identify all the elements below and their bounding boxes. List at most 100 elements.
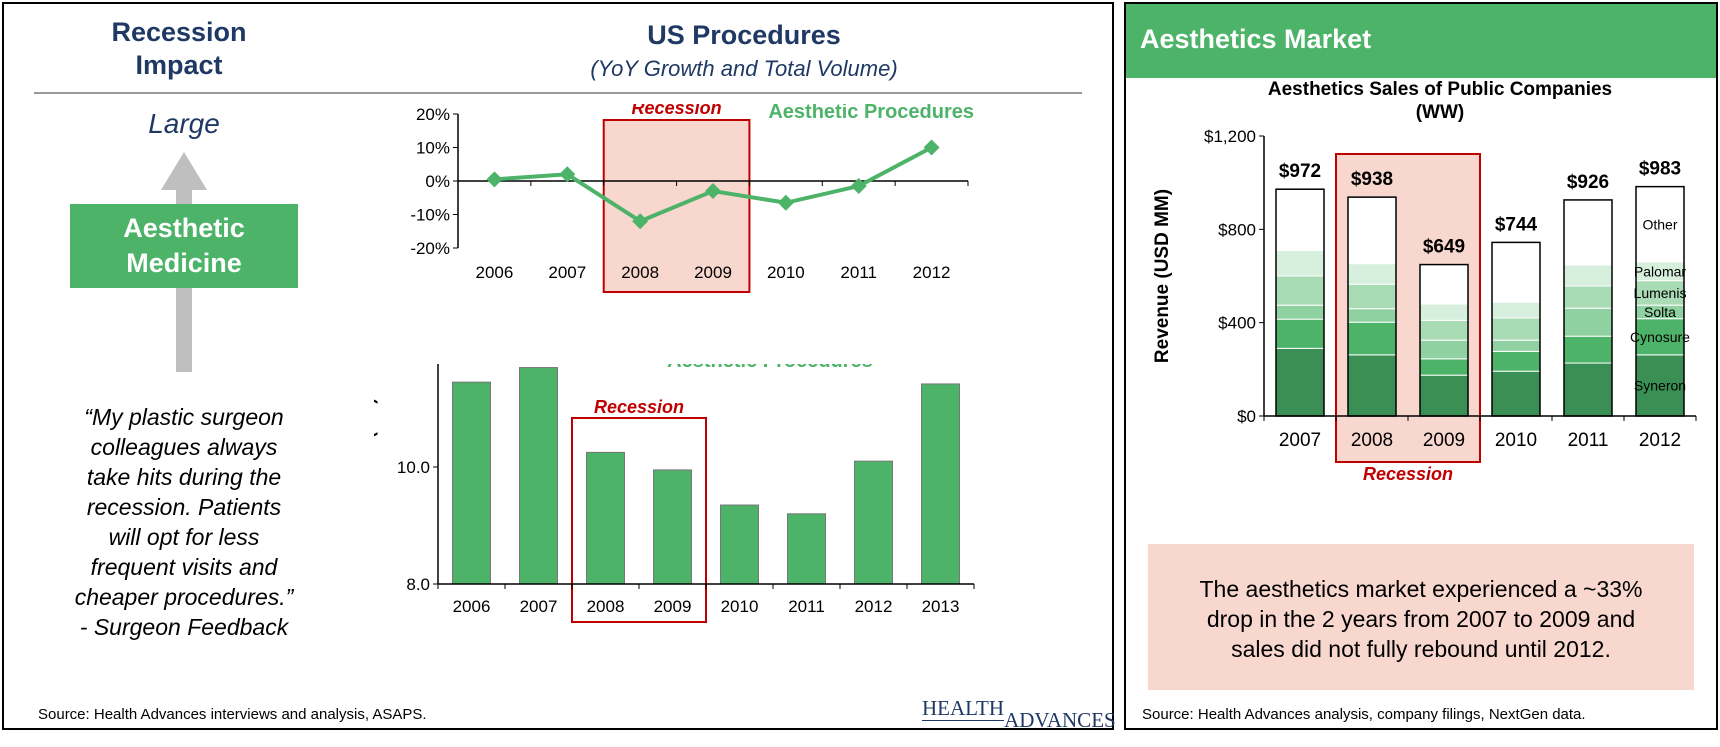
right-source: Source: Health Advances analysis, compan… — [1142, 706, 1586, 723]
data-point — [705, 183, 721, 200]
bar — [586, 451, 625, 585]
stack-segment — [1491, 241, 1541, 303]
stack-segment — [1563, 285, 1613, 309]
impact-level: Large — [148, 108, 220, 139]
bar — [921, 383, 960, 585]
stack-segment — [1491, 370, 1541, 417]
data-point — [777, 194, 794, 211]
callout-box: The aesthetics market experienced a ~33%… — [1148, 544, 1694, 690]
stack-segment — [1491, 301, 1541, 319]
x-tick-label: 2006 — [453, 597, 491, 616]
callout-line3: sales did not fully rebound until 2012. — [1231, 636, 1611, 662]
y-tick-label: -10% — [410, 206, 450, 225]
quote-line: recession. Patients — [86, 494, 282, 520]
x-tick-label: 2008 — [621, 263, 659, 282]
legend-label: Syneron — [1634, 377, 1686, 393]
x-tick-label: 2011 — [1568, 430, 1609, 451]
stack-segment — [1563, 335, 1613, 364]
stack-segment — [1419, 319, 1469, 341]
recession-label: Recession — [632, 104, 722, 118]
bar — [653, 469, 692, 585]
legend-label: Solta — [1644, 304, 1676, 320]
y-tick-label: -20% — [410, 239, 450, 258]
quote-line: colleagues always — [90, 434, 278, 460]
data-point — [559, 166, 576, 183]
stack-segment — [1635, 186, 1685, 263]
x-tick-label: 2007 — [548, 263, 586, 282]
y-tick-label: 10% — [416, 139, 450, 158]
y-axis-label: Procedures (MM) — [374, 398, 378, 536]
x-tick-label: 2009 — [1423, 430, 1465, 451]
title-divider — [34, 92, 1082, 94]
y-tick-label: 20% — [416, 105, 450, 124]
stack-segment — [1275, 304, 1325, 320]
total-label: $649 — [1423, 237, 1465, 258]
yoy-growth-chart: Recession 20% 10% 0% -10% -20% 2006 2007 2008 200… — [410, 104, 974, 293]
x-tick-label: 2006 — [476, 263, 514, 282]
surgeon-quote: “My plastic surgeon colleagues always take… — [44, 402, 324, 642]
left-panel: Recession Impact US Procedures (YoY Grow… — [2, 2, 1116, 732]
recession-label: Recession — [594, 397, 684, 417]
quote-line: cheaper procedures.” — [74, 584, 294, 610]
y-tick-label: $1,200 — [1204, 127, 1256, 146]
stack-segment — [1491, 317, 1541, 341]
legend-label: Palomar — [1634, 263, 1686, 279]
x-tick-label: 2010 — [1495, 430, 1537, 451]
x-tick-label: 2013 — [922, 597, 960, 616]
total-label: $926 — [1567, 172, 1609, 193]
chart-title-line: Aesthetics Sales of Public Companies — [1268, 79, 1612, 100]
stack-segment — [1491, 350, 1541, 372]
series-label: Aesthetic Procedures — [667, 364, 873, 372]
aesthetic-medicine-box: Aesthetic Medicine — [70, 204, 298, 288]
x-tick-label: 2012 — [913, 263, 951, 282]
x-tick-label: 2008 — [587, 597, 625, 616]
quote-line: - Surgeon Feedback — [79, 614, 289, 640]
stack-segment — [1347, 196, 1397, 265]
total-label: $972 — [1279, 161, 1321, 182]
health-advances-logo: HEALTHADVANCES — [922, 696, 1116, 732]
stack-segment — [1563, 264, 1613, 287]
chart-title-line: (WW) — [1416, 102, 1465, 123]
x-tick-label: 2007 — [520, 597, 558, 616]
bar — [452, 381, 491, 585]
stack-segment — [1491, 339, 1541, 352]
box-line2: Medicine — [126, 248, 242, 278]
x-tick-label: 2012 — [1639, 430, 1681, 451]
x-tick-label: 2011 — [840, 263, 877, 282]
logo-text-1: HEALTH — [922, 696, 1005, 721]
right-header-title: Aesthetics Market — [1140, 24, 1372, 54]
page-subtitle: (YoY Growth and Total Volume) — [590, 56, 898, 81]
stack-segment — [1347, 321, 1397, 356]
data-point — [486, 171, 503, 188]
x-tick-label: 2009 — [694, 263, 732, 282]
stack-segment — [1563, 307, 1613, 337]
stack-segment — [1275, 318, 1325, 349]
aesthetics-sales-chart: Aesthetics Sales of Public Companies(WW)… — [1152, 79, 1697, 484]
quote-line: take hits during the — [86, 464, 282, 490]
stack-segment — [1347, 263, 1397, 285]
box-line1: Aesthetic — [123, 213, 245, 243]
bar — [787, 513, 826, 585]
stack-segment — [1419, 374, 1469, 417]
stack-segment — [1275, 249, 1325, 277]
x-tick-label: 2007 — [1279, 430, 1321, 451]
data-point — [923, 139, 940, 156]
x-tick-label: 2011 — [788, 597, 825, 616]
stack-segment — [1419, 264, 1469, 305]
right-panel: Aesthetics Market Aesthetics Sales of Pu… — [1124, 2, 1718, 730]
quote-line: frequent visits and — [90, 554, 278, 580]
y-tick-label: $400 — [1218, 314, 1256, 333]
stack-segment — [1275, 188, 1325, 251]
impact-title-line1: Recession — [111, 17, 247, 47]
bar — [854, 460, 893, 585]
stack-segment — [1635, 318, 1685, 356]
stack-segment — [1347, 283, 1397, 310]
stack-segment — [1275, 275, 1325, 306]
procedures-bar-chart: Recession12.010.08.020062007200820092010… — [374, 364, 975, 623]
data-point — [632, 213, 649, 230]
y-tick-label: $800 — [1218, 220, 1256, 239]
x-tick-label: 2010 — [767, 263, 805, 282]
stack-segment — [1347, 354, 1397, 417]
y-tick-label: 8.0 — [406, 575, 430, 594]
left-source: Source: Health Advances interviews and a… — [38, 706, 427, 723]
